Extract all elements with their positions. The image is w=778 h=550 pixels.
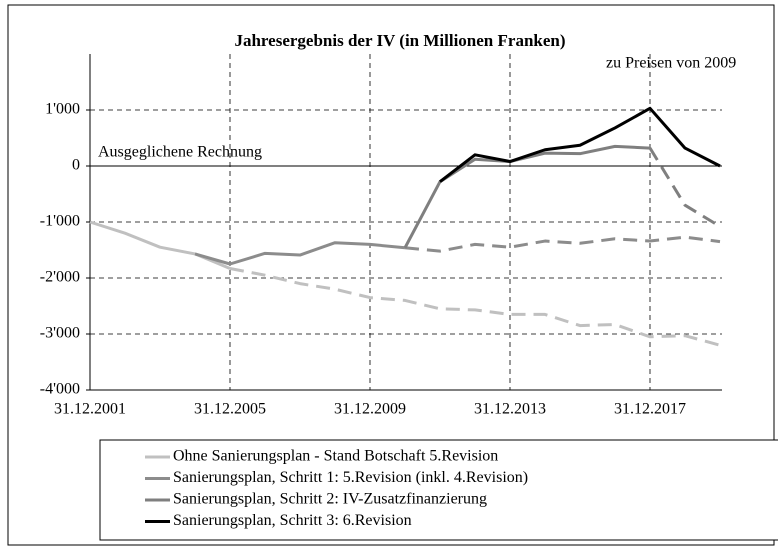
x-tick-label: 31.12.2013 [474,401,546,418]
legend-label: Sanierungsplan, Schritt 2: IV-Zusatzfina… [173,491,487,508]
y-tick-label: -1'000 [40,213,80,230]
legend-label: Sanierungsplan, Schritt 1: 5.Revision (i… [173,469,528,486]
y-tick-label: 0 [72,157,80,174]
line-dashed [648,147,721,228]
x-tick-label: 31.12.2005 [194,401,266,418]
line-dashed [404,235,721,253]
line-dashed [229,267,721,347]
legend-label: Ohne Sanierungsplan - Stand Botschaft 5.… [173,448,498,465]
x-tick-label: 31.12.2009 [334,401,406,418]
legend-box [99,439,778,541]
chart-title: Jahresergebnis der IV (in Millionen Fran… [234,31,565,50]
chart-frame [7,4,775,546]
line [439,106,721,183]
annotation: Ausgeglichene Rechnung [98,144,262,161]
x-tick-label: 31.12.2001 [54,401,126,418]
line [89,220,231,270]
x-tick-label: 31.12.2017 [614,401,686,418]
y-tick-label: -3'000 [40,325,80,342]
y-tick-label: -4'000 [40,381,80,398]
y-tick-label: 1'000 [45,101,80,118]
y-tick-label: -2'000 [40,269,80,286]
chart-subtitle: zu Preisen von 2009 [606,55,736,72]
line [194,241,406,266]
legend-label: Sanierungsplan, Schritt 3: 6.Revision [173,512,412,529]
line [403,144,651,249]
